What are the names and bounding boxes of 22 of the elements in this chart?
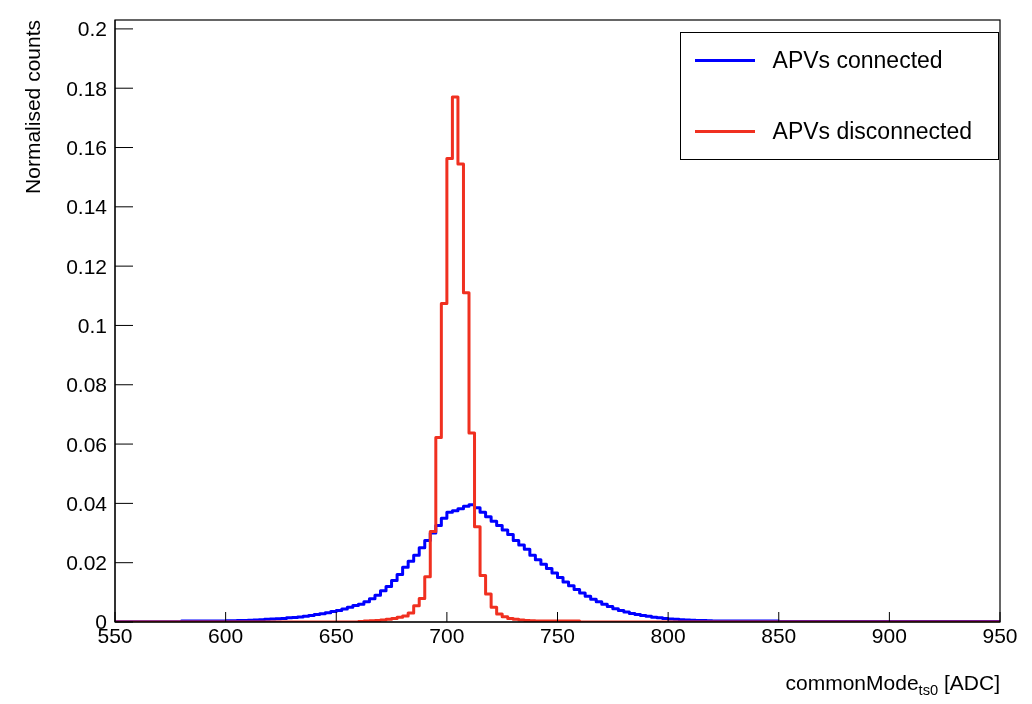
y-axis-title: Normalised counts (21, 20, 44, 194)
y-tick-label: 0.04 (66, 491, 108, 515)
legend-label: APVs connected (772, 47, 943, 74)
y-tick-label: 0.16 (66, 135, 107, 159)
x-tick-label: 900 (871, 623, 907, 647)
x-tick-label: 750 (539, 623, 576, 647)
legend-label: APVs disconnected (772, 118, 972, 145)
x-tick-label: 650 (318, 623, 354, 647)
y-tick-label: 0.18 (66, 76, 107, 100)
x-tick-label: 600 (208, 623, 244, 647)
x-tick-label: 950 (982, 623, 1018, 647)
y-tick-label: 0.12 (66, 254, 107, 278)
y-tick-label: 0.2 (77, 17, 107, 41)
y-tick-label: 0.1 (77, 313, 107, 337)
y-tick-label: 0.02 (66, 551, 107, 575)
x-tick-label: 850 (761, 623, 797, 647)
y-tick-label: 0.06 (66, 432, 107, 456)
y-tick-label: 0.14 (66, 195, 108, 219)
x-tick-label: 700 (429, 623, 465, 647)
x-axis-title: commonMode$_{ts0}$ [ADC] (785, 671, 1000, 698)
x-tick-label: 800 (650, 623, 686, 647)
y-tick-label: 0.08 (66, 373, 107, 397)
